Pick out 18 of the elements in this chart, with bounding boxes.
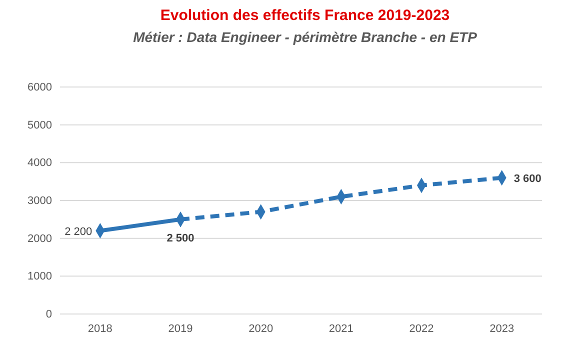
data-label: 2 500 [166,232,194,244]
x-tick-label: 2023 [490,322,514,335]
data-label: 2 200 [64,226,92,238]
x-tick-label: 2018 [88,322,112,335]
x-tick-label: 2022 [409,322,434,335]
chart-subtitle: Métier : Data Engineer - périmètre Branche - en ETP [133,29,478,45]
y-tick-label: 6000 [28,82,52,94]
data-label: 3 600 [514,172,542,185]
y-tick-label: 0 [46,308,52,321]
y-tick-label: 5000 [28,119,52,132]
x-tick-label: 2019 [168,322,193,335]
y-tick-label: 3000 [28,195,52,208]
chart-title: Evolution des effectifs France 2019-2023 [160,7,450,24]
x-tick-label: 2021 [328,322,354,335]
y-tick-label: 2000 [28,232,52,245]
y-tick-label: 1000 [28,270,52,283]
y-tick-label: 4000 [28,157,52,170]
x-tick-label: 2020 [248,322,274,335]
